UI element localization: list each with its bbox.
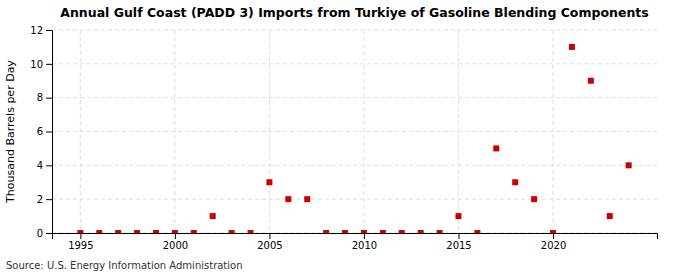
x-tick-mark <box>364 233 365 239</box>
point <box>342 230 348 233</box>
y-tick-mark <box>46 233 52 234</box>
point <box>626 162 632 168</box>
point <box>96 230 102 233</box>
source-note: Source: U.S. Energy Information Administ… <box>6 260 243 271</box>
x-grid-line <box>458 30 459 233</box>
x-tick-label: 2010 <box>352 240 377 251</box>
grid <box>52 30 657 233</box>
y-tick-mark <box>46 199 52 200</box>
y-tick: 8 <box>37 92 52 103</box>
y-grid-line <box>52 63 657 64</box>
y-tick: 10 <box>30 59 52 70</box>
point <box>418 230 424 233</box>
x-tick-mark <box>175 233 176 239</box>
y-tick-label: 4 <box>37 160 43 171</box>
y-grid-line <box>52 165 657 166</box>
y-grid-line <box>52 97 657 98</box>
y-tick-mark <box>46 64 52 65</box>
y-tick-label: 10 <box>30 59 43 70</box>
x-grid-line <box>80 30 81 233</box>
x-tick-label: 2000 <box>163 240 188 251</box>
point <box>323 230 329 233</box>
y-axis-label: Thousand Barrels per Day <box>4 60 17 204</box>
point <box>588 78 594 84</box>
point <box>531 196 537 202</box>
point <box>455 213 461 219</box>
x-axis-line <box>53 234 658 240</box>
y-tick: 12 <box>30 25 52 36</box>
point <box>191 230 197 233</box>
point <box>285 196 291 202</box>
point <box>399 230 405 233</box>
y-tick-label: 12 <box>30 25 43 36</box>
y-grid-line <box>52 30 657 31</box>
point <box>229 230 235 233</box>
y-tick-mark <box>46 30 52 31</box>
x-tick: 1995 <box>68 233 93 251</box>
y-tick-label: 6 <box>37 126 43 137</box>
point <box>361 230 367 233</box>
x-grid-line <box>269 30 270 233</box>
y-tick-label: 8 <box>37 92 43 103</box>
point <box>134 230 140 233</box>
plot: 1995 2000 2005 2010 2015 2020 0 2 4 6 8 10 12 <box>30 25 657 251</box>
point <box>153 230 159 233</box>
point <box>304 196 310 202</box>
point <box>550 230 556 233</box>
y-tick-mark <box>46 132 52 133</box>
y-tick: 4 <box>37 160 52 171</box>
point <box>115 230 121 233</box>
x-tick-mark <box>553 233 554 239</box>
point <box>172 230 178 233</box>
y-grid-line <box>52 199 657 200</box>
x-tick: 2015 <box>446 233 471 251</box>
title: Annual Gulf Coast (PADD 3) Imports from … <box>60 5 648 20</box>
point <box>569 44 575 50</box>
point <box>607 213 613 219</box>
x-grid-line <box>174 30 175 233</box>
x-tick: 2005 <box>257 233 282 251</box>
points <box>77 44 631 233</box>
y-tick: 6 <box>37 126 52 137</box>
y-tick-mark <box>46 98 52 99</box>
x-tick-label: 2005 <box>257 240 282 251</box>
point <box>210 213 216 219</box>
point <box>512 179 518 185</box>
point <box>437 230 443 233</box>
y-axis: 0 2 4 6 8 10 12 <box>30 25 52 239</box>
x-tick: 2000 <box>163 233 188 251</box>
chart: 1995 2000 2005 2010 2015 2020 0 2 4 6 8 10 12 Annual … <box>0 0 675 275</box>
point <box>77 230 83 233</box>
x-axis: 1995 2000 2005 2010 2015 2020 <box>53 233 658 251</box>
y-tick-mark <box>46 165 52 166</box>
x-grid-line <box>363 30 364 233</box>
x-tick: 2010 <box>352 233 377 251</box>
y-tick-label: 2 <box>37 194 43 205</box>
point <box>493 145 499 151</box>
y-tick-label: 0 <box>37 228 43 239</box>
x-grid-line <box>553 30 554 233</box>
x-tick-mark <box>269 233 270 239</box>
point <box>248 230 254 233</box>
x-tick-label: 2020 <box>541 240 566 251</box>
y-axis-line <box>46 31 53 234</box>
point <box>474 230 480 233</box>
y-tick: 0 <box>37 228 52 239</box>
point <box>380 230 386 233</box>
x-tick: 2020 <box>541 233 566 251</box>
x-tick-mark <box>80 233 81 239</box>
x-tick-mark <box>458 233 459 239</box>
y-grid-line <box>52 131 657 132</box>
x-tick-label: 2015 <box>446 240 471 251</box>
y-tick: 2 <box>37 194 52 205</box>
x-tick-label: 1995 <box>68 240 93 251</box>
point <box>266 179 272 185</box>
